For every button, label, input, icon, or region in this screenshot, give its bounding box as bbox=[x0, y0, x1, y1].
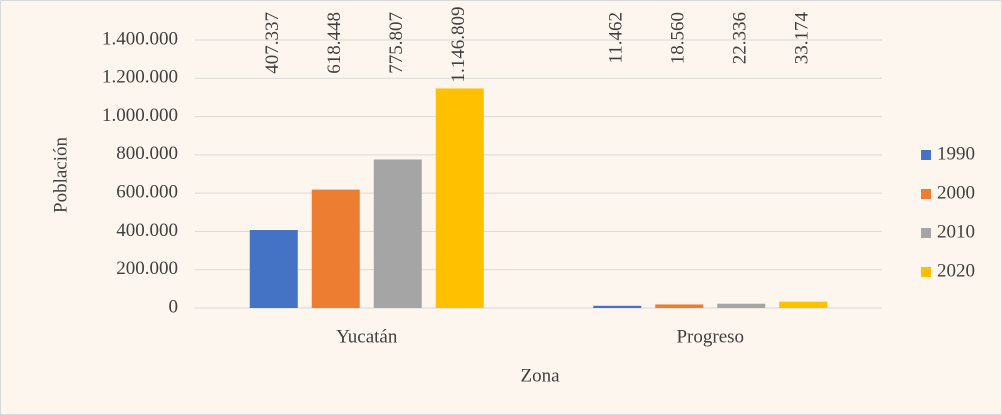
y-tick-label: 800.000 bbox=[116, 143, 178, 164]
bar bbox=[779, 301, 828, 308]
data-label: 1.146.809 bbox=[448, 6, 469, 82]
y-tick-label: 600.000 bbox=[116, 182, 178, 203]
data-label: 22.336 bbox=[730, 12, 751, 64]
legend-swatch bbox=[921, 228, 931, 238]
y-tick-label: 1.400.000 bbox=[102, 28, 178, 49]
legend-swatch bbox=[921, 150, 931, 160]
legend-label: 2000 bbox=[937, 182, 975, 203]
y-tick-label: 1.200.000 bbox=[102, 67, 178, 88]
bar bbox=[249, 230, 298, 308]
data-label: 33.174 bbox=[792, 12, 813, 65]
y-tick-label: 200.000 bbox=[116, 258, 178, 279]
bar bbox=[435, 88, 484, 309]
x-axis-title: Zona bbox=[520, 365, 560, 386]
bar bbox=[311, 189, 360, 308]
y-tick-label: 1.000.000 bbox=[102, 105, 178, 126]
legend-swatch bbox=[921, 267, 931, 277]
data-label: 18.560 bbox=[668, 12, 689, 64]
x-tick-label: Yucatán bbox=[336, 326, 398, 347]
y-tick-label: 400.000 bbox=[116, 220, 178, 241]
data-label: 618.448 bbox=[324, 12, 345, 74]
data-label: 11.462 bbox=[606, 12, 627, 64]
y-axis-title: Población bbox=[50, 137, 71, 213]
bar bbox=[717, 303, 766, 308]
data-label: 775.807 bbox=[386, 12, 407, 74]
bar bbox=[593, 305, 642, 308]
legend-label: 2020 bbox=[937, 260, 975, 281]
y-tick-label: 0 bbox=[169, 296, 179, 317]
legend-label: 1990 bbox=[937, 143, 975, 164]
data-label: 407.337 bbox=[262, 12, 283, 74]
x-tick-label: Progreso bbox=[676, 326, 744, 347]
legend-swatch bbox=[921, 189, 931, 199]
legend-label: 2010 bbox=[937, 221, 975, 242]
bar bbox=[655, 304, 704, 308]
bar bbox=[373, 159, 422, 308]
